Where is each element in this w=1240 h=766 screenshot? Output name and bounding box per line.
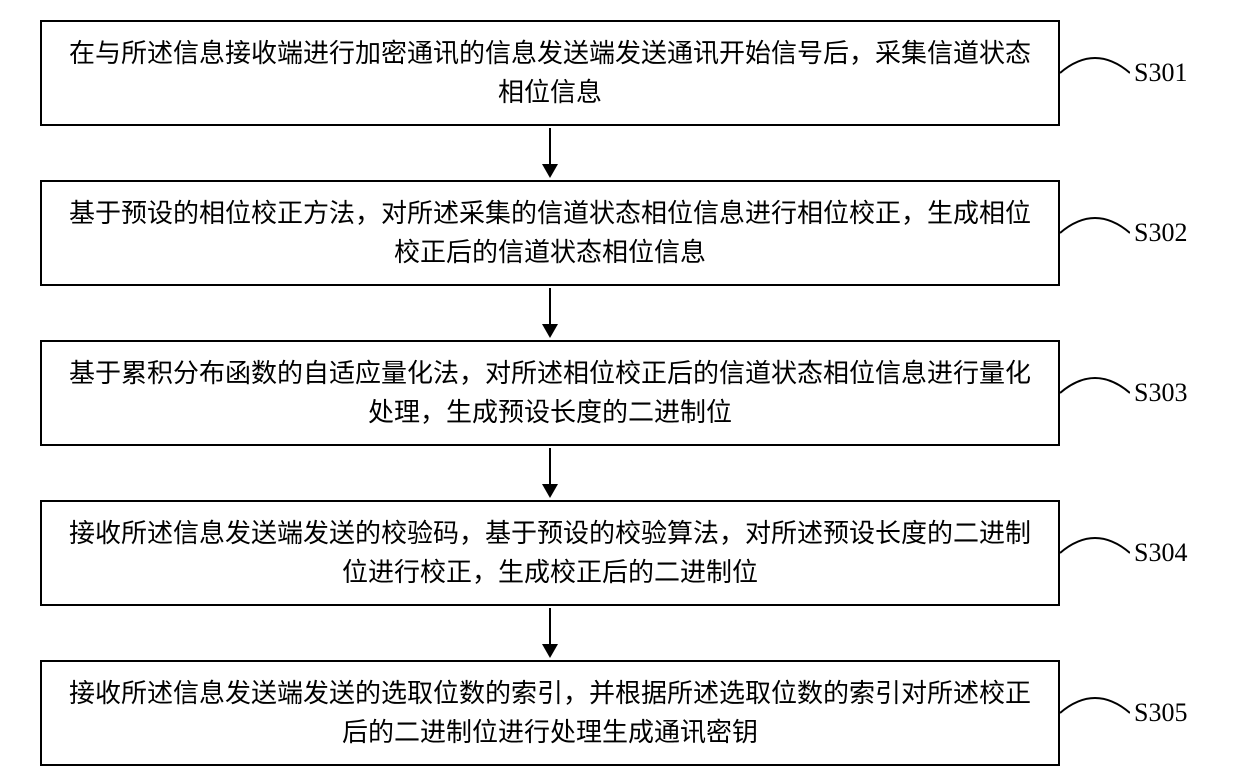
step-label-connector: S304: [1060, 535, 1200, 571]
step-id-label: S303: [1134, 378, 1187, 408]
flow-step-box: 基于累积分布函数的自适应量化法，对所述相位校正后的信道状态相位信息进行量化处理，…: [40, 340, 1060, 446]
step-label-connector: S301: [1060, 55, 1200, 91]
arrow-down-icon: [542, 448, 558, 498]
step-id-label: S302: [1134, 218, 1187, 248]
flow-step-text: 基于预设的相位校正方法，对所述采集的信道状态相位信息进行相位校正，生成相位校正后…: [69, 199, 1031, 267]
step-id-label: S305: [1134, 698, 1187, 728]
flow-row: 在与所述信息接收端进行加密通讯的信息发送端发送通讯开始信号后，采集信道状态相位信…: [40, 20, 1200, 126]
flow-step-box: 接收所述信息发送端发送的校验码，基于预设的校验算法，对所述预设长度的二进制位进行…: [40, 500, 1060, 606]
flow-row: 基于累积分布函数的自适应量化法，对所述相位校正后的信道状态相位信息进行量化处理，…: [40, 340, 1200, 446]
flow-step-box: 接收所述信息发送端发送的选取位数的索引，并根据所述选取位数的索引对所述校正后的二…: [40, 660, 1060, 766]
curve-icon: [1060, 375, 1130, 411]
step-label-connector: S302: [1060, 215, 1200, 251]
flow-step-box: 在与所述信息接收端进行加密通讯的信息发送端发送通讯开始信号后，采集信道状态相位信…: [40, 20, 1060, 126]
flow-row: 基于预设的相位校正方法，对所述采集的信道状态相位信息进行相位校正，生成相位校正后…: [40, 180, 1200, 286]
step-label-connector: S303: [1060, 375, 1200, 411]
flow-row: 接收所述信息发送端发送的选取位数的索引，并根据所述选取位数的索引对所述校正后的二…: [40, 660, 1200, 766]
flow-step-box: 基于预设的相位校正方法，对所述采集的信道状态相位信息进行相位校正，生成相位校正后…: [40, 180, 1060, 286]
step-id-label: S304: [1134, 538, 1187, 568]
flow-step-text: 接收所述信息发送端发送的选取位数的索引，并根据所述选取位数的索引对所述校正后的二…: [69, 679, 1031, 747]
arrow-down-icon: [542, 128, 558, 178]
flow-row: 接收所述信息发送端发送的校验码，基于预设的校验算法，对所述预设长度的二进制位进行…: [40, 500, 1200, 606]
flow-step-text: 在与所述信息接收端进行加密通讯的信息发送端发送通讯开始信号后，采集信道状态相位信…: [69, 39, 1031, 107]
curve-icon: [1060, 695, 1130, 731]
step-label-connector: S305: [1060, 695, 1200, 731]
arrow-down-icon: [542, 288, 558, 338]
arrow-down-icon: [542, 608, 558, 658]
curve-icon: [1060, 535, 1130, 571]
curve-icon: [1060, 55, 1130, 91]
flowchart-container: 在与所述信息接收端进行加密通讯的信息发送端发送通讯开始信号后，采集信道状态相位信…: [40, 20, 1200, 766]
flow-step-text: 接收所述信息发送端发送的校验码，基于预设的校验算法，对所述预设长度的二进制位进行…: [69, 519, 1031, 587]
curve-icon: [1060, 215, 1130, 251]
step-id-label: S301: [1134, 58, 1187, 88]
flow-step-text: 基于累积分布函数的自适应量化法，对所述相位校正后的信道状态相位信息进行量化处理，…: [69, 359, 1031, 427]
